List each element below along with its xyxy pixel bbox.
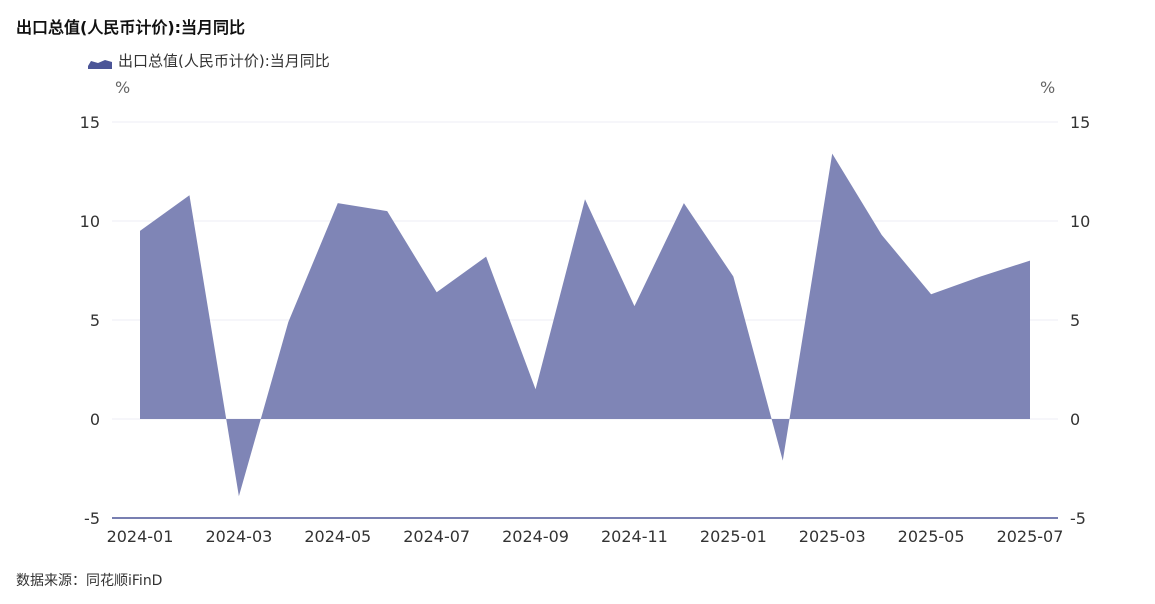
- legend-label: 出口总值(人民币计价):当月同比: [118, 52, 330, 70]
- x-tick-label: 2024-09: [502, 527, 569, 546]
- legend-swatch: [88, 55, 112, 69]
- y-tick-label-left: 5: [90, 311, 100, 330]
- x-tick-label: 2024-01: [107, 527, 174, 546]
- y-tick-label-left: 0: [90, 410, 100, 429]
- y-tick-label-right: 5: [1070, 311, 1080, 330]
- x-tick-label: 2024-07: [403, 527, 470, 546]
- data-source: 数据来源：同花顺iFinD: [16, 573, 163, 589]
- chart-title: 出口总值(人民币计价):当月同比: [16, 18, 246, 37]
- x-tick-label: 2024-05: [304, 527, 371, 546]
- series-area: [140, 153, 1030, 497]
- x-tick-label: 2025-01: [700, 527, 767, 546]
- legend[interactable]: 出口总值(人民币计价):当月同比: [88, 50, 330, 71]
- y-tick-label-left: -5: [84, 509, 100, 528]
- x-tick-label: 2025-07: [997, 527, 1064, 546]
- x-tick-label: 2025-05: [898, 527, 965, 546]
- y-tick-label-right: 0: [1070, 410, 1080, 429]
- x-tick-label: 2024-03: [205, 527, 272, 546]
- y-tick-label-left: 10: [80, 212, 100, 231]
- y-tick-label-right: -5: [1070, 509, 1086, 528]
- x-tick-label: 2024-11: [601, 527, 668, 546]
- y-unit-left: %: [115, 78, 130, 97]
- x-tick-label: 2025-03: [799, 527, 866, 546]
- y-tick-label-left: 15: [80, 113, 100, 132]
- y-unit-right: %: [1040, 78, 1055, 97]
- y-tick-label-right: 15: [1070, 113, 1090, 132]
- y-tick-label-right: 10: [1070, 212, 1090, 231]
